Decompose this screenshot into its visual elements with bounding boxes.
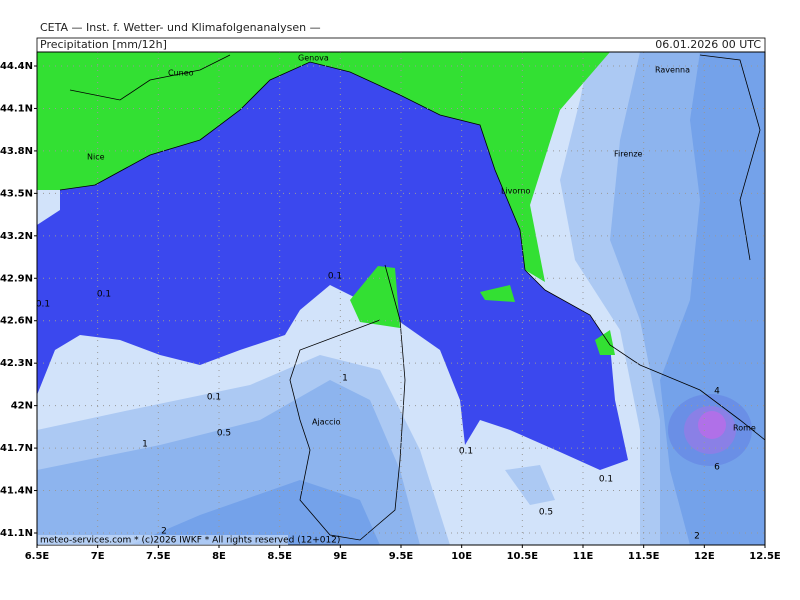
corsica-outline: [289, 264, 406, 541]
precip-none-sea: [37, 62, 628, 470]
contour-label: 6: [714, 463, 720, 473]
copyright-bg: [38, 535, 288, 545]
header-date: 06.01.2026 00 UTC: [655, 38, 761, 51]
contour-label: 0.5: [539, 508, 553, 518]
elba-land: [480, 285, 515, 302]
contour-label: 1: [342, 374, 348, 384]
precip-0-5-patch: [505, 465, 555, 505]
header-variable: Precipitation [mm/12h]: [40, 38, 167, 51]
lat-tick-label: 42N: [11, 401, 33, 412]
lat-tick-label: 44.4N: [0, 61, 33, 72]
contour-label: 0.1: [599, 475, 613, 485]
city-label: Genova: [298, 54, 329, 63]
map-area: [37, 52, 765, 545]
lat-tick-label: 41.4N: [0, 486, 33, 497]
coastline: [59, 61, 765, 441]
contour-labels: 0.1 0.1 0.1 0.1 0.1 0.1 0.5 0.5 1 1 2 2 …: [36, 272, 720, 542]
lon-tick-label: 7E: [91, 551, 105, 562]
contour-label: 0.1: [97, 290, 111, 300]
contour-label: 0.1: [207, 393, 221, 403]
lat-tick-label: 43.5N: [0, 188, 33, 199]
contour-label: 0.1: [328, 272, 342, 282]
lat-tick-label: 42.6N: [0, 316, 33, 327]
lat-tick-label: 42.9N: [0, 273, 33, 284]
lon-tick-label: 12E: [694, 551, 715, 562]
border-east: [699, 54, 761, 261]
city-label: Nice: [87, 153, 105, 162]
lat-tick-label: 41.7N: [0, 443, 33, 454]
lat-tick-label: 44.1N: [0, 103, 33, 114]
lon-tick-label: 10.5E: [507, 551, 539, 562]
lon-tick-label: 10E: [451, 551, 472, 562]
lon-tick-label: 11.5E: [628, 551, 660, 562]
city-label: Rome: [733, 424, 756, 433]
contour-label: 2: [694, 532, 700, 542]
lat-tick-label: 41.1N: [0, 528, 33, 539]
contour-label: 2: [161, 527, 167, 537]
contour-label: 0.1: [459, 447, 473, 457]
lon-tick-label: 9.5E: [389, 551, 414, 562]
header-title: CETA — Inst. f. Wetter- und Klimafolgena…: [40, 21, 321, 34]
contour-label: 0.5: [217, 429, 231, 439]
lat-tick-label: 43.8N: [0, 146, 33, 157]
lon-tick-label: 9E: [333, 551, 347, 562]
precip-8: [698, 411, 726, 439]
border: [69, 54, 231, 101]
contour-label: 4: [714, 387, 720, 397]
city-label: Firenze: [614, 150, 643, 159]
contour-label: 0.1: [36, 300, 50, 310]
lon-tick-label: 6.5E: [25, 551, 50, 562]
copyright: meteo-services.com * (c)2026 IWKF * All …: [40, 536, 340, 546]
lon-tick-label: 8.5E: [267, 551, 292, 562]
city-label: Cuneo: [168, 69, 194, 78]
city-labels: Cuneo Genova Nice Livorno Firenze Ravenn…: [87, 54, 756, 433]
lon-tick-label: 11E: [573, 551, 594, 562]
lon-tick-label: 7.5E: [146, 551, 171, 562]
precip-2: [130, 480, 380, 545]
city-label: Livorno: [501, 187, 531, 196]
corsica-north-land: [350, 266, 400, 328]
lon-tick-label: 12.5E: [749, 551, 781, 562]
city-label: Ajaccio: [312, 418, 341, 427]
land-no-precip: [37, 52, 610, 282]
lon-tick-label: 8E: [212, 551, 226, 562]
lat-tick-label: 42.3N: [0, 358, 33, 369]
city-label: Ravenna: [655, 66, 690, 75]
contour-label: 1: [142, 440, 148, 450]
axis-ticks: 44.4N 44.1N 43.8N 43.5N 43.2N 42.9N 42.6N 42.3N…: [0, 61, 781, 562]
coast-land: [595, 330, 615, 355]
grid: [37, 52, 765, 545]
lat-tick-label: 43.2N: [0, 231, 33, 242]
